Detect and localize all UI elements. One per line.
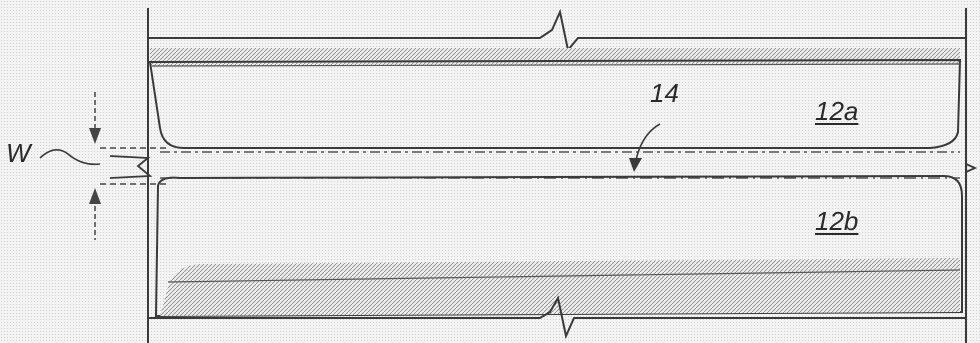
- leader-line-14: [635, 123, 661, 161]
- dimension-w-bottom-arrowhead: [89, 188, 101, 204]
- upper-member-shading: [150, 48, 960, 66]
- top-break-line: [148, 8, 966, 53]
- label-12b: 12b: [815, 206, 859, 236]
- bottom-break-line: [148, 295, 966, 340]
- lower-member-inner-edge: [167, 269, 961, 283]
- upper-member-inner-edge: [151, 63, 961, 67]
- dimension-w-top-arrowhead: [89, 128, 101, 144]
- lower-member-12b: [154, 174, 963, 318]
- right-gap-break: [965, 163, 978, 173]
- label-14: 14: [650, 78, 679, 108]
- leader-line-w: [39, 149, 101, 166]
- label-w: W: [6, 138, 31, 168]
- left-gap-break: [109, 155, 153, 179]
- arrowhead-14: [629, 158, 642, 172]
- upper-member-12a: [148, 58, 962, 149]
- label-12a: 12a: [815, 96, 859, 126]
